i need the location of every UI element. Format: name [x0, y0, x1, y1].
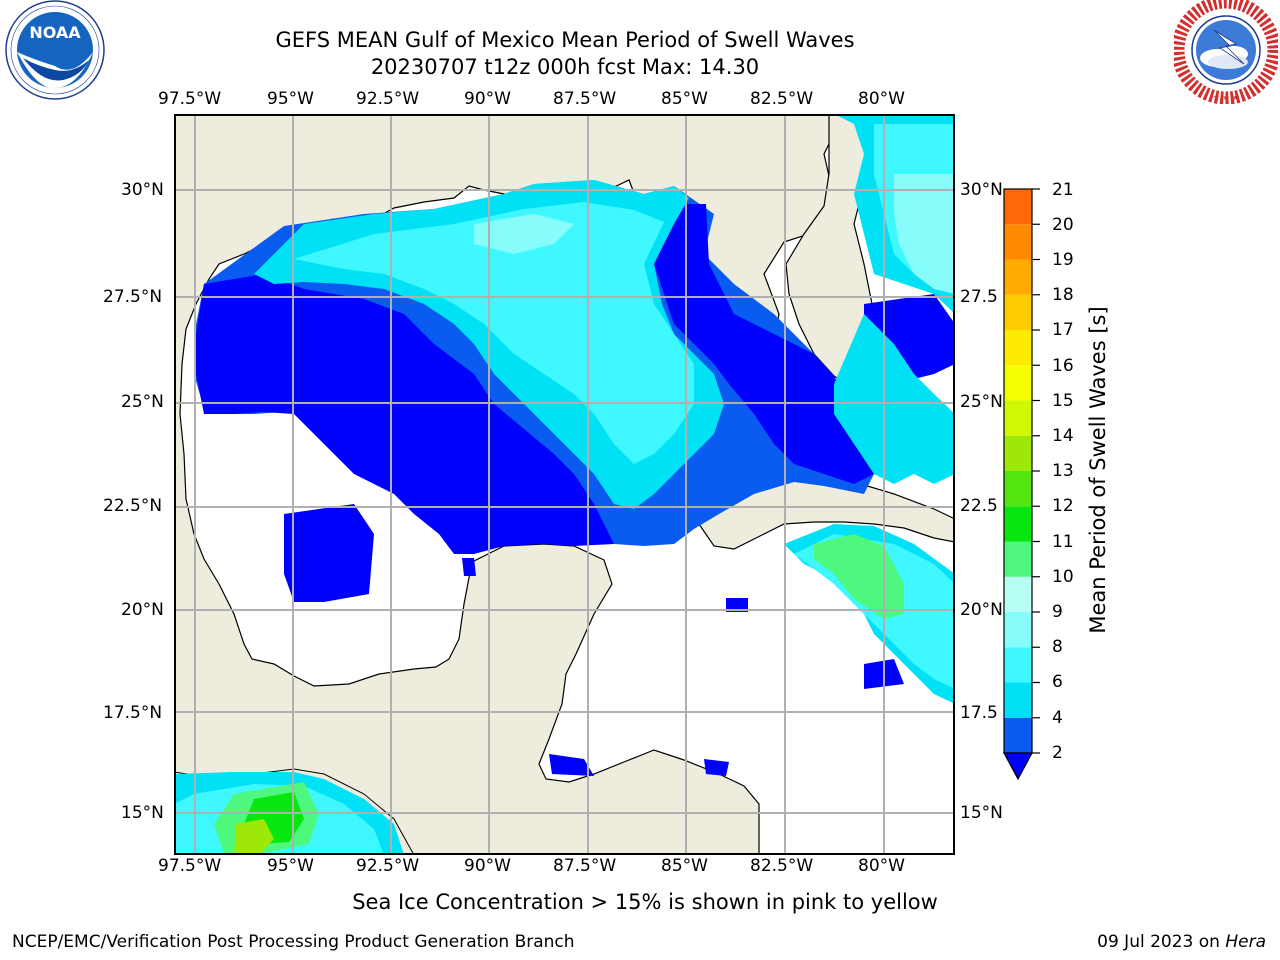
colorbar-tick: 21 — [1052, 180, 1074, 200]
colorbar-segment — [1004, 224, 1032, 260]
colorbar-tick: 13 — [1052, 461, 1074, 481]
colorbar-tick: 2 — [1052, 743, 1063, 763]
colorbar-tick: 6 — [1052, 672, 1063, 692]
colorbar-segment — [1004, 400, 1032, 436]
swell-period-12-14s — [234, 819, 274, 855]
lon-label-bottom: 80°W — [858, 856, 905, 876]
lon-label-bottom: 97.5°W — [158, 856, 222, 876]
lon-label-bottom: 90°W — [464, 856, 511, 876]
lon-label-bottom: 92.5°W — [356, 856, 420, 876]
noaa-logo: NOAA — [5, 0, 105, 100]
lat-label-right: 22.5 — [960, 496, 998, 516]
colorbar-tick: 11 — [1052, 532, 1074, 552]
colorbar-tick: 9 — [1052, 602, 1063, 622]
lon-label-top: 95°W — [267, 89, 314, 109]
colorbar-segment — [1004, 365, 1032, 401]
colorbar-segment — [1004, 717, 1032, 753]
colorbar-tick: 10 — [1052, 567, 1074, 587]
lat-label-right: 30°N — [960, 180, 1003, 200]
colorbar-segment — [1004, 506, 1032, 542]
colorbar-label: Mean Period of Swell Waves [s] — [1086, 306, 1110, 634]
gulf-of-mexico-map — [174, 114, 955, 855]
lat-label-right: 15°N — [960, 803, 1003, 823]
lon-label-top: 90°W — [464, 89, 511, 109]
map-gridlines — [174, 114, 955, 855]
lon-label-top: 82.5°W — [750, 89, 814, 109]
colorbar-segment — [1004, 330, 1032, 366]
colorbar-segment — [1004, 647, 1032, 683]
colorbar-tick: 15 — [1052, 391, 1074, 411]
footer-date-text: 09 Jul 2023 on — [1097, 932, 1226, 952]
lat-label-left: 20°N — [121, 600, 164, 620]
colorbar-tick: 20 — [1052, 215, 1074, 235]
colorbar-tick: 8 — [1052, 637, 1063, 657]
nws-logo: ★ ★ ★ — [1174, 0, 1278, 104]
colorbar-segment — [1004, 259, 1032, 295]
lon-label-bottom: 87.5°W — [553, 856, 617, 876]
lon-label-top: 85°W — [661, 89, 708, 109]
chart-title: GEFS MEAN Gulf of Mexico Mean Period of … — [275, 28, 855, 52]
colorbar-tick: 18 — [1052, 285, 1074, 305]
colorbar-extend-arrow — [1002, 752, 1034, 781]
footer-branch: NCEP/EMC/Verification Post Processing Pr… — [12, 932, 575, 952]
colorbar-segment — [1004, 682, 1032, 718]
chart-subtitle: 20230707 t12z 000h fcst Max: 14.30 — [370, 55, 760, 79]
lat-label-right: 20°N — [960, 600, 1003, 620]
lon-label-bottom: 82.5°W — [750, 856, 814, 876]
colorbar-tick: 12 — [1052, 496, 1074, 516]
colorbar-segment — [1004, 435, 1032, 471]
swell-period-below-2s — [196, 204, 955, 776]
lon-label-top: 92.5°W — [356, 89, 420, 109]
lat-label-right: 27.5 — [960, 287, 998, 307]
svg-text:★ ★ ★: ★ ★ ★ — [1213, 93, 1240, 102]
noaa-logo-text: NOAA — [29, 23, 81, 42]
colorbar-segment — [1004, 294, 1032, 330]
lat-label-right: 17.5 — [960, 703, 998, 723]
footer-date: 09 Jul 2023 on Hera — [1097, 932, 1266, 952]
lat-label-left: 15°N — [121, 803, 164, 823]
lat-label-left: 30°N — [121, 180, 164, 200]
lat-label-left: 27.5°N — [103, 287, 163, 307]
colorbar-segment — [1004, 471, 1032, 507]
lon-label-bottom: 95°W — [267, 856, 314, 876]
colorbar-tick: 19 — [1052, 250, 1074, 270]
lon-label-top: 87.5°W — [553, 89, 617, 109]
footer-host: Hera — [1225, 932, 1266, 952]
lon-label-bottom: 85°W — [661, 856, 708, 876]
colorbar-tick: 14 — [1052, 426, 1074, 446]
swell-period-8-9s — [474, 174, 955, 294]
colorbar-tick: 16 — [1052, 356, 1074, 376]
lat-label-left: 17.5°N — [103, 703, 163, 723]
lat-label-left: 22.5°N — [103, 496, 163, 516]
colorbar-segment — [1004, 576, 1032, 612]
lat-label-right: 25°N — [960, 392, 1003, 412]
colorbar-segment — [1004, 541, 1032, 577]
lon-label-top: 80°W — [858, 89, 905, 109]
colorbar — [1002, 188, 1040, 781]
colorbar-segment — [1004, 612, 1032, 648]
colorbar-tick: 17 — [1052, 320, 1074, 340]
colorbar-tick: 4 — [1052, 708, 1063, 728]
sea-ice-note: Sea Ice Concentration > 15% is shown in … — [352, 890, 938, 914]
lon-label-top: 97.5°W — [158, 89, 222, 109]
lat-label-left: 25°N — [121, 392, 164, 412]
colorbar-segment — [1004, 189, 1032, 225]
